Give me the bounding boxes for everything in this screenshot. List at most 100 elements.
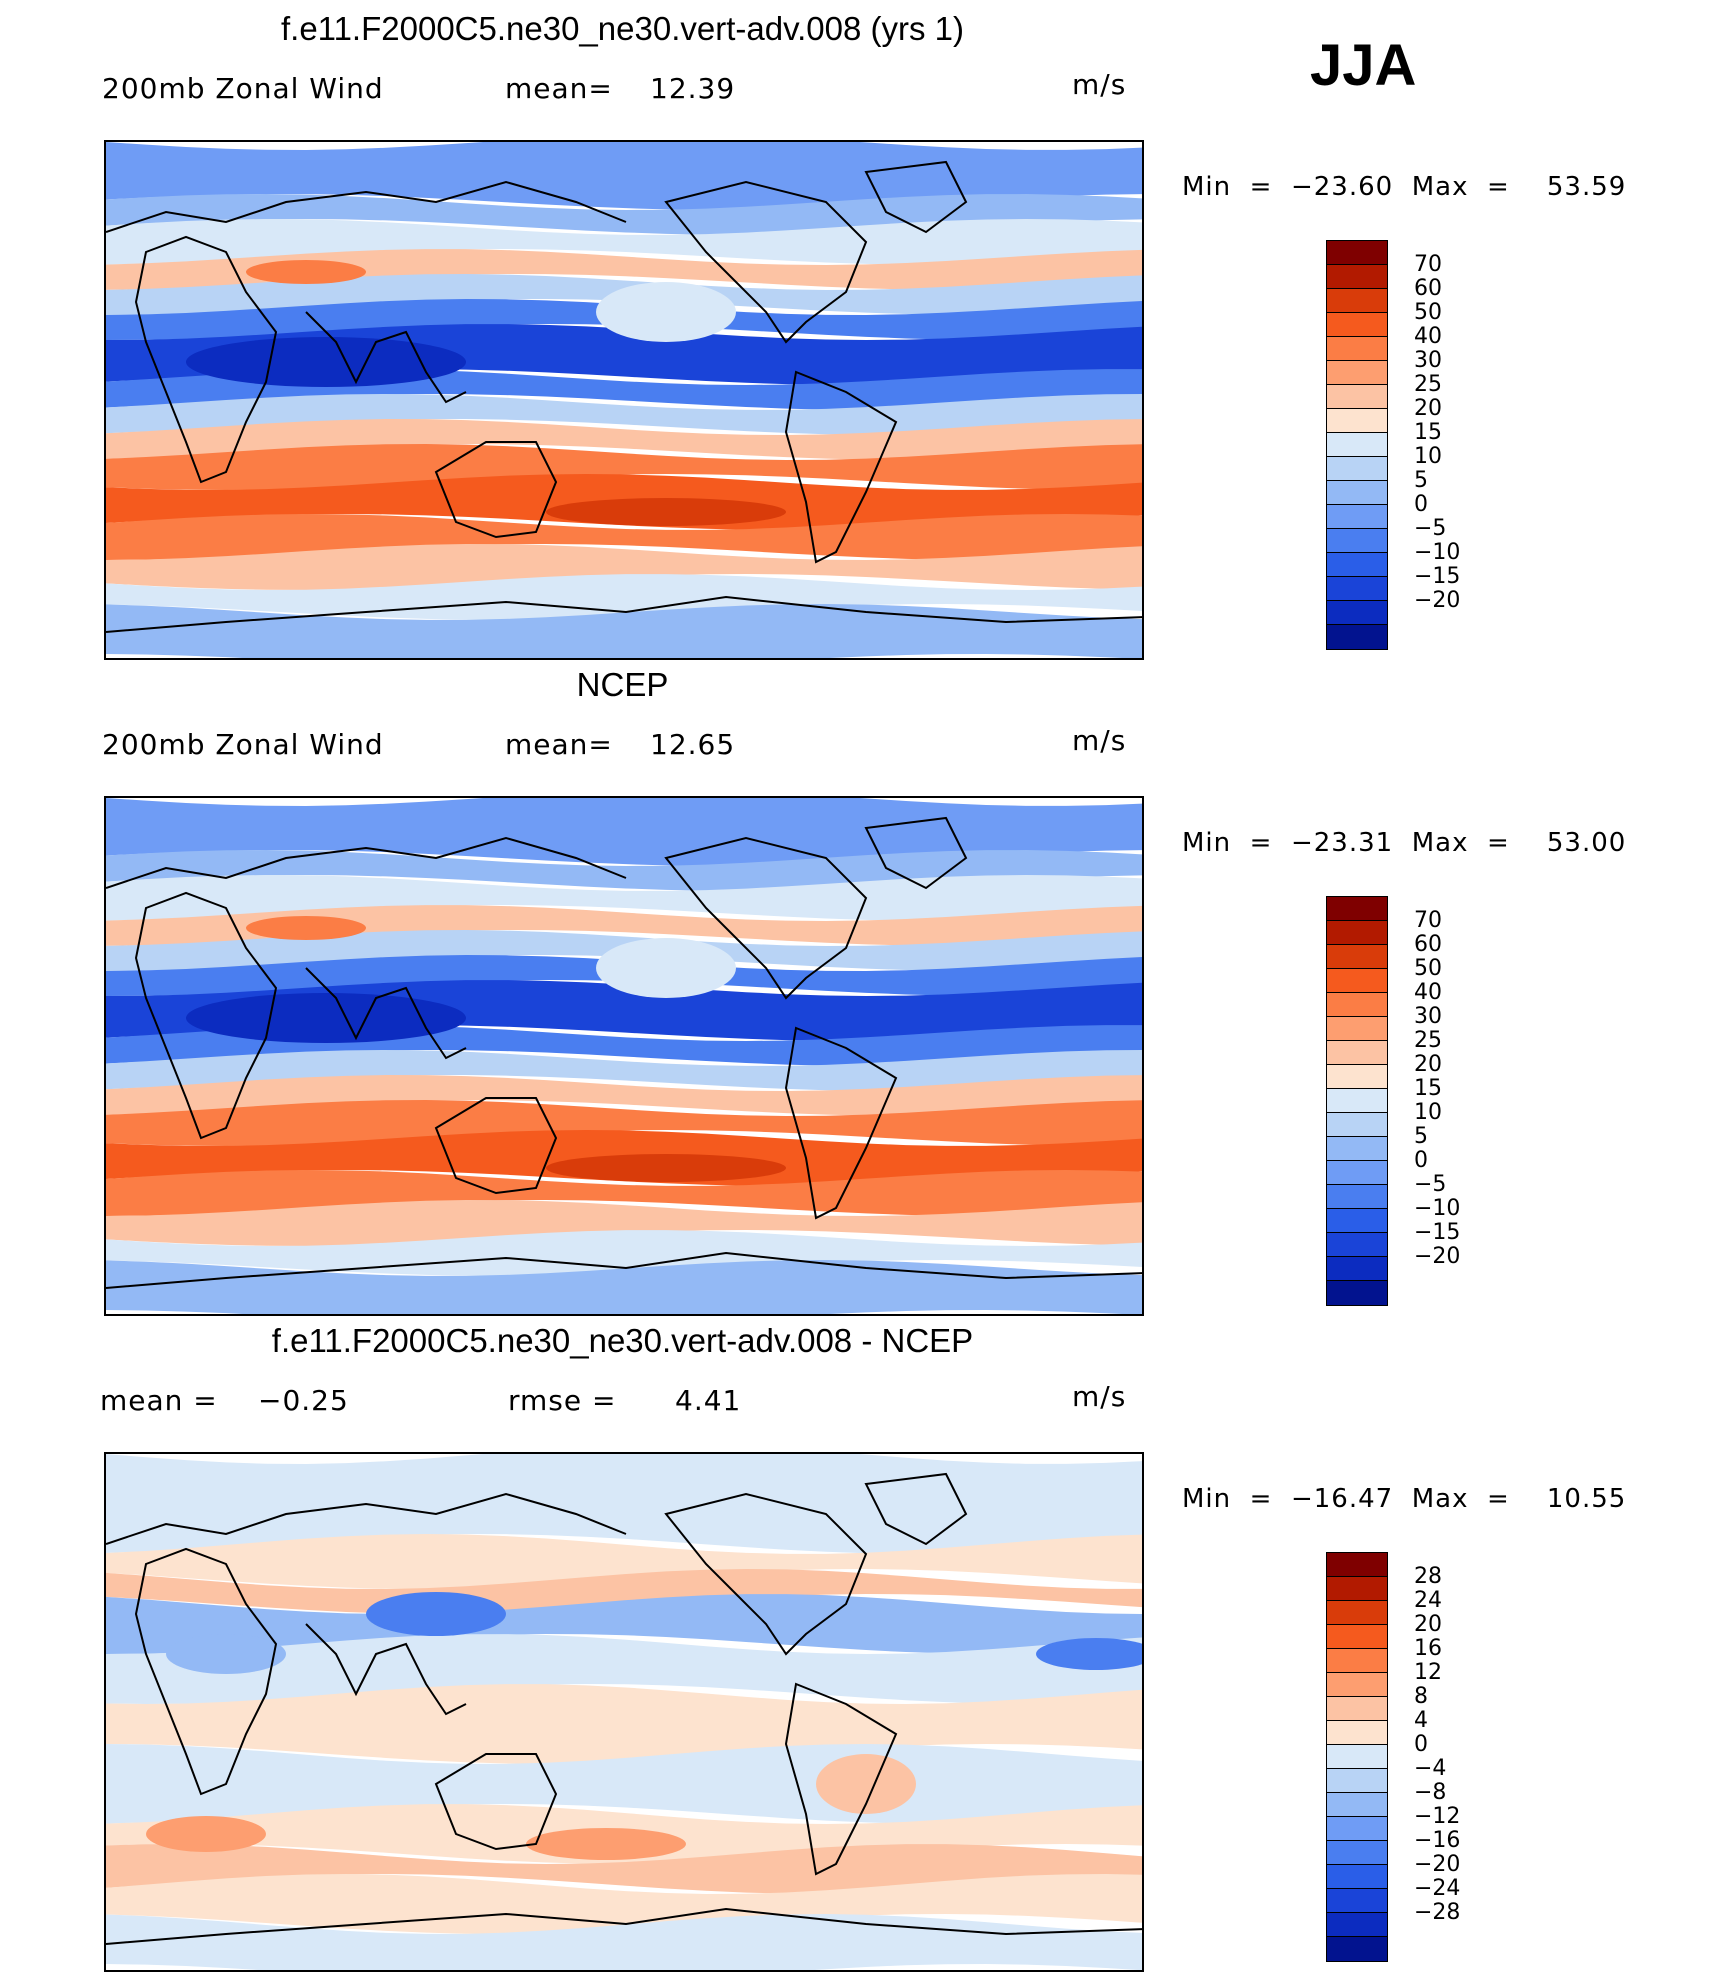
colorbar-swatch (1327, 481, 1387, 505)
colorbar-swatch (1327, 433, 1387, 457)
colorbar-swatch (1327, 969, 1387, 993)
colorbar-tick-label: −20 (1414, 1852, 1461, 1877)
min-value: −16.47 (1290, 1484, 1394, 1514)
max-label: Max (1411, 1484, 1469, 1514)
coastline (864, 160, 968, 234)
colorbar-tick-label: 15 (1414, 420, 1442, 445)
colorbar-tick-label: 20 (1414, 396, 1442, 421)
colorbar-tick-label: 8 (1414, 1684, 1428, 1709)
coastline (106, 595, 1142, 633)
colorbar-swatch (1327, 1553, 1387, 1577)
colorbar-tick-label: 28 (1414, 1564, 1442, 1589)
colorbar-swatch (1327, 1937, 1387, 1961)
contour-blob (596, 938, 736, 998)
coastline (664, 1492, 868, 1656)
colorbar-swatch (1327, 1041, 1387, 1065)
colorbar-boxes (1326, 896, 1388, 1306)
colorbar-swatch (1327, 1793, 1387, 1817)
contour-band (106, 1075, 1142, 1116)
contour-band (106, 444, 1142, 490)
coastline (664, 180, 868, 344)
colorbar-tick-label: 70 (1414, 252, 1442, 277)
coastline (106, 1907, 1142, 1945)
coastline (134, 891, 278, 1140)
colorbar-tick-label: −5 (1414, 516, 1447, 541)
colorbar-tick-label: −5 (1414, 1172, 1447, 1197)
mean-label: mean= (505, 728, 613, 761)
colorbar-tick-label: 60 (1414, 932, 1442, 957)
colorbar-swatch (1327, 385, 1387, 409)
colorbar-tick-label: −8 (1414, 1780, 1447, 1805)
colorbar-tick-label: 50 (1414, 300, 1442, 325)
colorbar-tick-label: 60 (1414, 276, 1442, 301)
coastline (106, 1492, 627, 1545)
coastline (434, 441, 558, 539)
colorbar-swatch (1327, 289, 1387, 313)
contour-band (106, 1914, 1142, 1970)
colorbar-boxes (1326, 240, 1388, 650)
coastline (106, 836, 627, 889)
contour-band (106, 249, 1142, 290)
contour-blob (246, 260, 366, 284)
colorbar-tick-label: 50 (1414, 956, 1442, 981)
colorbar-tick-label: −12 (1414, 1804, 1461, 1829)
coastline (134, 1547, 278, 1796)
contour-blob (186, 337, 466, 387)
coastline (134, 235, 278, 484)
colorbar-tick-label: −20 (1414, 1244, 1461, 1269)
min-label: Min (1182, 828, 1232, 858)
colorbar-swatch (1327, 337, 1387, 361)
colorbar-swatch (1327, 1625, 1387, 1649)
coastline (434, 1097, 558, 1195)
colorbar-swatch (1327, 1889, 1387, 1913)
contour-blob (546, 1154, 786, 1182)
max-value: 10.55 (1546, 1484, 1627, 1514)
colorbar-swatch (1327, 1113, 1387, 1137)
colorbar-tick-label: −10 (1414, 1196, 1461, 1221)
colorbar-swatch (1327, 1257, 1387, 1281)
contour-band (106, 574, 1142, 620)
contour-band (106, 1844, 1142, 1894)
colorbar-swatch (1327, 265, 1387, 289)
contour-blob (186, 993, 466, 1043)
field-label: 200mb Zonal Wind (102, 72, 384, 105)
contour-blob (146, 1816, 266, 1852)
contour-blob (596, 282, 736, 342)
obs-panel: NCEP 200mb Zonal Wind mean= 12.65 m/s Mi… (0, 666, 1710, 1326)
contour-band (106, 1594, 1142, 1654)
mean-value: −0.25 (258, 1384, 349, 1417)
rmse-label: rmse = (508, 1384, 617, 1417)
colorbar-tick-label: 40 (1414, 980, 1442, 1005)
colorbar-tick-label: −15 (1414, 1220, 1461, 1245)
colorbar-swatch (1327, 897, 1387, 921)
colorbar-swatch (1327, 993, 1387, 1017)
colorbar-tick-label: 15 (1414, 1076, 1442, 1101)
contour-blob (526, 1828, 686, 1860)
colorbar-tick-label: 30 (1414, 1004, 1442, 1029)
coastline (864, 816, 968, 890)
colorbar-tick-label: 70 (1414, 908, 1442, 933)
model-map (104, 140, 1144, 660)
colorbar-tick-label: 25 (1414, 372, 1442, 397)
colorbar-tick-label: −16 (1414, 1828, 1461, 1853)
max-value: 53.00 (1546, 828, 1627, 858)
colorbar-swatch (1327, 1233, 1387, 1257)
colorbar-swatch (1327, 1649, 1387, 1673)
colorbar-tick-label: 0 (1414, 1732, 1428, 1757)
mean-value: 12.65 (650, 728, 736, 761)
colorbar-tick-label: 4 (1414, 1708, 1428, 1733)
min-max-readout: Min = −23.60 Max = 53.59 (1182, 172, 1627, 202)
coastline (784, 1682, 898, 1876)
max-label: Max (1411, 828, 1469, 858)
field-label: 200mb Zonal Wind (102, 728, 384, 761)
colorbar-swatch (1327, 1601, 1387, 1625)
contour-blob (546, 498, 786, 526)
units-label: m/s (1072, 68, 1127, 101)
mean-value: 12.39 (650, 72, 736, 105)
colorbar-tick-label: 16 (1414, 1636, 1442, 1661)
colorbar-tick-label: 24 (1414, 1588, 1442, 1613)
contour-band (106, 1230, 1142, 1276)
colorbar-tick-label: −10 (1414, 540, 1461, 565)
coastline (305, 1623, 467, 1716)
contour-band (106, 1260, 1142, 1314)
